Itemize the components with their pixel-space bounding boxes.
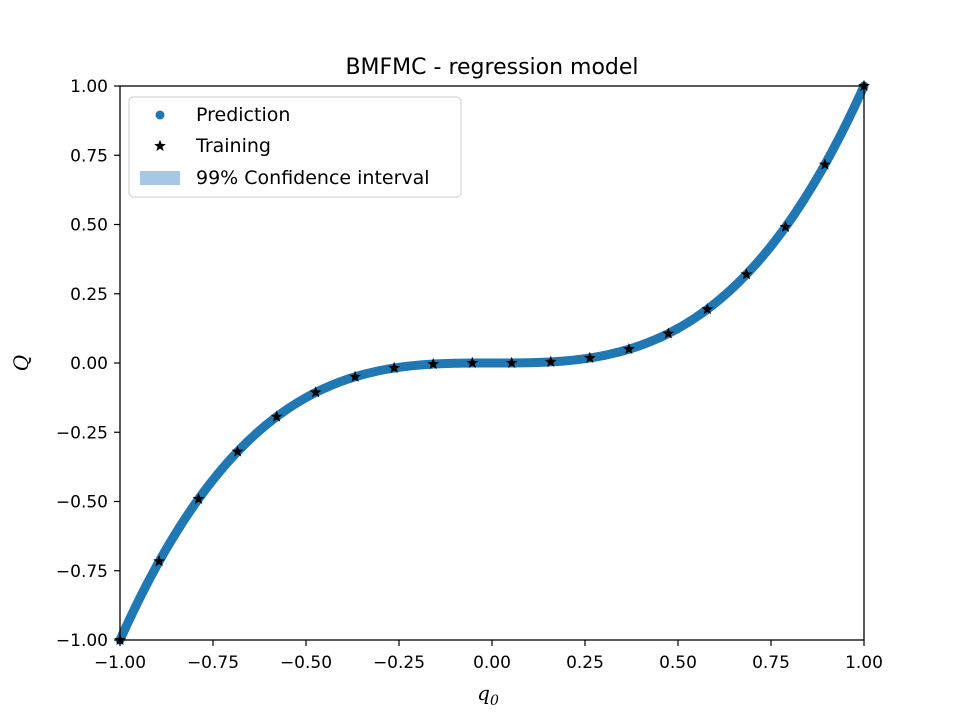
- legend-prediction-label: Prediction: [196, 104, 290, 126]
- x-tick-label: −0.75: [187, 653, 239, 673]
- y-axis-label: Q: [9, 355, 33, 371]
- training-point: [231, 445, 244, 457]
- training-point: [349, 370, 361, 382]
- training-point: [544, 355, 557, 367]
- x-tick-label: 0.50: [659, 653, 697, 673]
- y-tick-label: 0.50: [70, 216, 108, 236]
- x-axis-label-main: q: [477, 681, 490, 705]
- x-axis-label: q0: [477, 681, 499, 709]
- x-tick-label: −0.50: [280, 653, 332, 673]
- x-tick-label: 1.00: [845, 653, 883, 673]
- training-point: [701, 303, 714, 315]
- training-point: [662, 327, 675, 339]
- y-tick-label: 1.00: [70, 77, 108, 97]
- x-tick-label: 0.25: [566, 653, 604, 673]
- prediction-line: [115, 81, 869, 645]
- training-point: [505, 356, 518, 369]
- y-axis: −1.00 −0.75 −0.50 −0.25 0.00 0.25 0.50 0.75 1.00: [56, 77, 120, 651]
- y-tick-label: 0.75: [70, 146, 108, 166]
- training-point: [427, 357, 440, 370]
- training-point: [192, 492, 205, 505]
- y-tick-label: −0.50: [56, 493, 108, 513]
- training-point: [583, 351, 596, 364]
- y-tick-label: 0.00: [70, 354, 108, 374]
- training-point: [309, 386, 322, 398]
- legend-training-marker: [154, 139, 166, 152]
- y-tick-label: −1.00: [56, 631, 108, 651]
- training-point: [153, 555, 165, 567]
- training-point: [779, 220, 792, 233]
- chart-title: BMFMC - regression model: [345, 55, 638, 80]
- training-point: [466, 356, 479, 369]
- y-tick-label: −0.25: [56, 423, 108, 443]
- x-tick-label: −0.25: [373, 653, 425, 673]
- y-tick-label: −0.75: [56, 562, 108, 582]
- legend-confidence-label: 99% Confidence interval: [196, 167, 430, 189]
- training-point: [819, 158, 831, 170]
- training-markers-layer: [114, 79, 870, 646]
- legend-box: [128, 96, 462, 198]
- x-axis: −1.00 −0.75 −0.50 −0.25 0.00 0.25 0.50 0.75 1.00: [94, 640, 883, 673]
- legend-training-label: Training: [195, 135, 271, 157]
- y-tick-label: 0.25: [70, 285, 108, 305]
- legend: Prediction Training 99% Confidence inter…: [128, 96, 462, 198]
- training-point: [270, 410, 283, 422]
- x-tick-label: 0.75: [752, 653, 790, 673]
- x-tick-label: 0.00: [473, 653, 511, 673]
- x-tick-label: −1.00: [94, 653, 146, 673]
- prediction-line-layer: [115, 81, 869, 645]
- legend-prediction-marker: [155, 110, 165, 120]
- x-axis-label-subscript: 0: [490, 693, 499, 709]
- training-point: [623, 342, 635, 355]
- training-point: [740, 268, 753, 280]
- legend-confidence-swatch: [140, 171, 180, 185]
- training-point: [388, 361, 401, 373]
